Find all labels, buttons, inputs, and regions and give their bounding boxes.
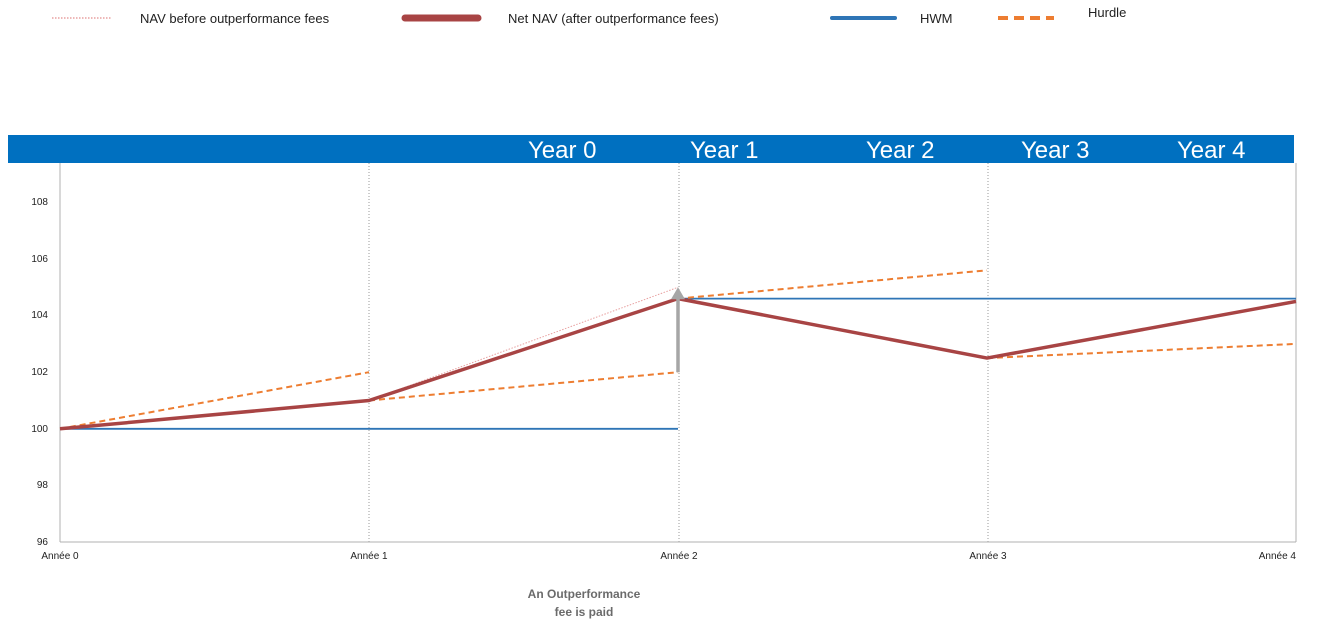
legend-item-hwm: HWM	[830, 11, 953, 26]
year-band-label-1: Year 1	[690, 137, 759, 164]
legend-label-hurdle: Hurdle	[1088, 5, 1126, 20]
fee-annotation-line2: fee is paid	[555, 605, 614, 619]
legend-label-nav-before: NAV before outperformance fees	[140, 11, 330, 26]
hurdle-line-segment-1	[59, 371, 370, 430]
year-band-background	[8, 135, 1294, 163]
x-tick-label-0: Année 0	[41, 551, 79, 562]
legend-item-net-nav: Net NAV (after outperformance fees)	[401, 11, 719, 26]
x-tick-label-3: Année 3	[969, 551, 1007, 562]
y-tick-labels: 96 98 100 102 104 106 108	[31, 197, 48, 548]
y-tick-label-98: 98	[37, 480, 49, 491]
year-band-label-3: Year 3	[1021, 137, 1090, 164]
fee-annotation: An Outperformance fee is paid	[528, 587, 641, 619]
x-tick-label-1: Année 1	[350, 551, 388, 562]
series-hwm	[60, 297, 1296, 430]
hurdle-line-segment-3	[677, 269, 988, 300]
year-band-label-4: Year 4	[1177, 137, 1246, 164]
legend: NAV before outperformance fees Net NAV (…	[52, 5, 1126, 26]
year-band: Year 0 Year 1 Year 2 Year 3 Year 4	[8, 135, 1294, 164]
legend-label-hwm: HWM	[920, 11, 953, 26]
legend-label-net-nav: Net NAV (after outperformance fees)	[508, 11, 719, 26]
year-band-label-2: Year 2	[866, 137, 935, 164]
fee-paid-arrow	[671, 287, 685, 373]
hurdle-line-segment-4	[986, 342, 1297, 360]
y-tick-label-104: 104	[31, 310, 48, 321]
y-tick-label-102: 102	[31, 367, 48, 378]
x-tick-labels: Année 0 Année 1 Année 2 Année 3 Année 4	[41, 551, 1296, 562]
y-tick-label-96: 96	[37, 537, 49, 548]
hurdle-line-segment-2	[368, 371, 679, 402]
legend-item-hurdle: Hurdle	[998, 5, 1126, 20]
x-tick-label-2: Année 2	[660, 551, 698, 562]
y-tick-label-108: 108	[31, 197, 48, 208]
x-tick-label-4: Année 4	[1259, 551, 1297, 562]
y-tick-label-100: 100	[31, 424, 48, 435]
y-tick-label-106: 106	[31, 254, 48, 265]
legend-item-nav-before: NAV before outperformance fees	[52, 11, 330, 26]
fee-annotation-line1: An Outperformance	[528, 587, 641, 601]
fee-arrow-head	[671, 287, 685, 300]
series-hurdle	[59, 269, 1297, 430]
axes	[59, 163, 1297, 543]
year-band-label-0: Year 0	[528, 137, 597, 164]
